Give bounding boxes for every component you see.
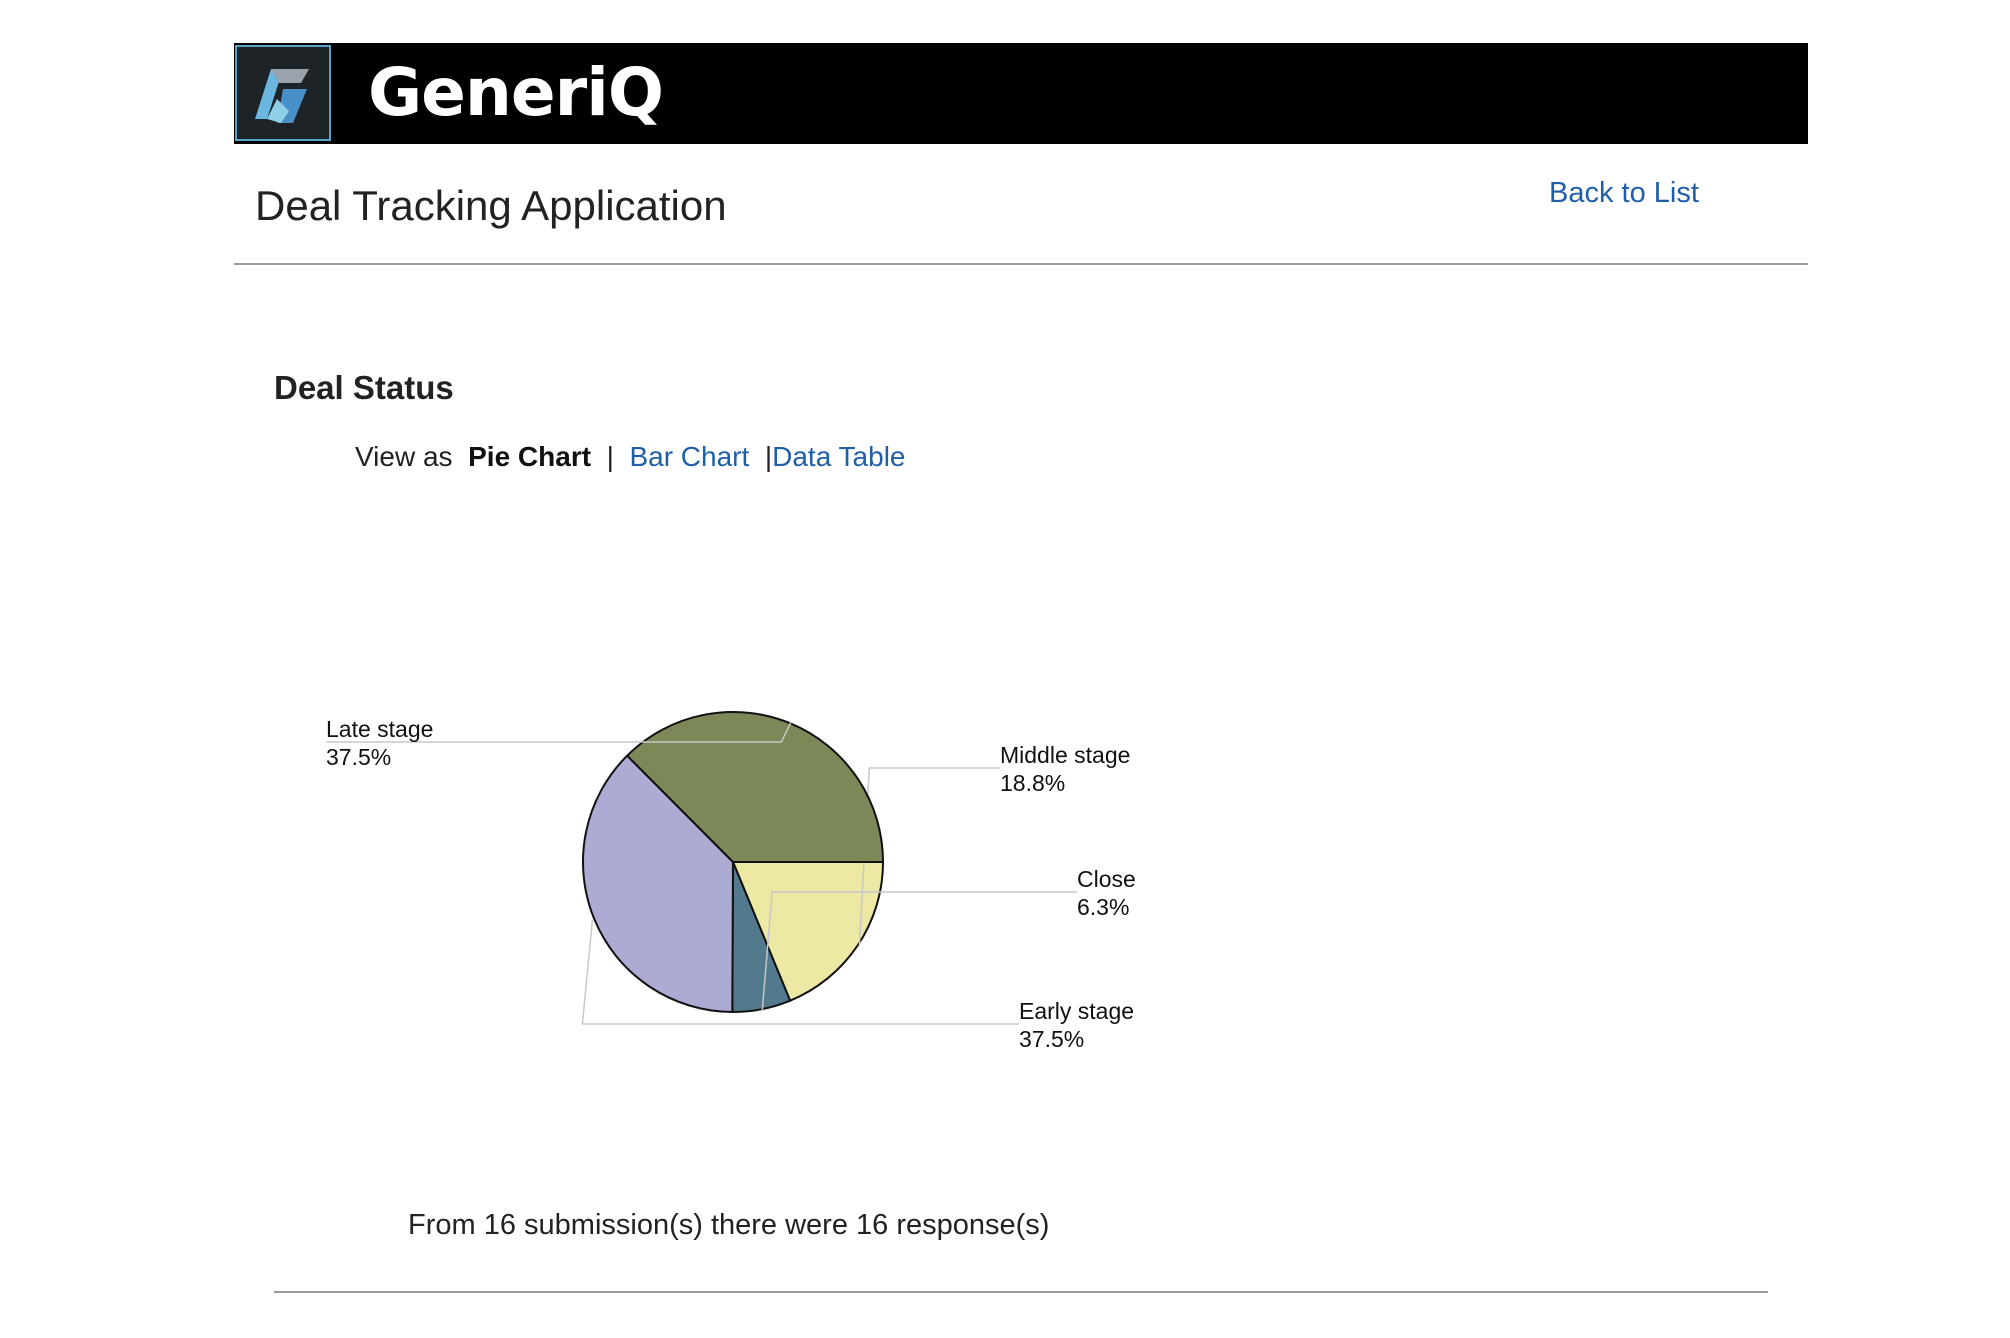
slice-percent-label: 6.3% (1077, 894, 1129, 920)
slice-percent-label: 18.8% (1000, 770, 1065, 796)
header-divider (234, 263, 1808, 265)
view-separator: | (606, 441, 614, 472)
footer-divider (274, 1291, 1768, 1293)
leader-line (581, 919, 1019, 1025)
leader-line (761, 891, 1077, 1012)
slice-category-label: Middle stage (1000, 742, 1130, 768)
view-data-table-link[interactable]: Data Table (772, 441, 906, 472)
page-title: Deal Tracking Application (255, 182, 727, 229)
back-to-list-link[interactable]: Back to List (1549, 177, 1699, 209)
generiq-logo-icon (235, 45, 331, 141)
pie-slice-middle-stage (731, 861, 885, 1002)
slice-percent-label: 37.5% (1019, 1026, 1084, 1052)
view-pie-chart-current: Pie Chart (468, 441, 592, 472)
slice-percent-label: 37.5% (326, 744, 391, 770)
slice-category-label: Early stage (1019, 998, 1134, 1024)
submission-summary: From 16 submission(s) there were 16 resp… (408, 1209, 1050, 1241)
brand-banner: GeneriQ (234, 43, 1808, 144)
pie-slice-early-stage (582, 754, 735, 1014)
section-title: Deal Status (274, 369, 454, 406)
slice-category-label: Late stage (326, 716, 433, 742)
view-separator: | (764, 441, 773, 472)
slice-category-label: Close (1077, 866, 1136, 892)
view-switcher: View as Pie Chart | Bar Chart |Data Tabl… (355, 437, 905, 477)
view-bar-chart-link[interactable]: Bar Chart (629, 441, 750, 472)
leader-line (326, 721, 792, 743)
view-as-label: View as (355, 441, 453, 472)
brand-name: GeneriQ (368, 54, 664, 131)
